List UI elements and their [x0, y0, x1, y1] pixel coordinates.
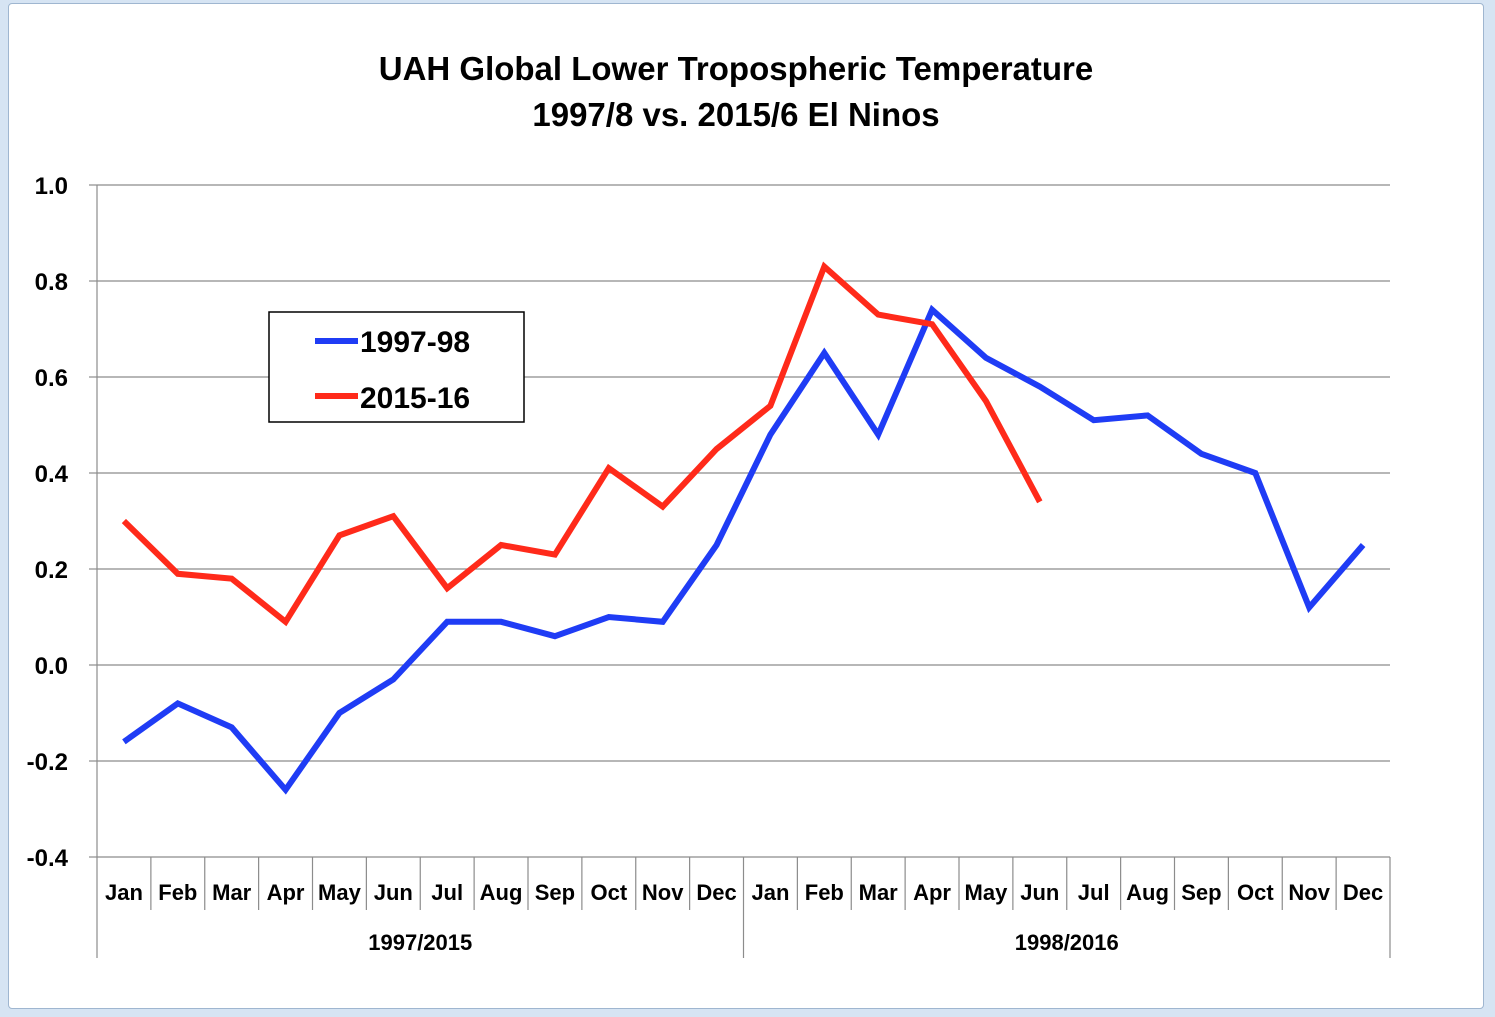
x-tick-label: May	[965, 880, 1009, 905]
x-tick-label: Feb	[805, 880, 844, 905]
y-tick-label: -0.4	[27, 845, 69, 872]
y-tick-label: 0.6	[35, 365, 68, 392]
x-tick-label: Jul	[1078, 880, 1110, 905]
chart-title-line-1: UAH Global Lower Tropospheric Temperatur…	[379, 50, 1094, 87]
x-tick-label: Oct	[1237, 880, 1274, 905]
x-tick-label: Apr	[267, 880, 305, 905]
x-tick-label: Dec	[1343, 880, 1383, 905]
x-tick-label: Feb	[158, 880, 197, 905]
x-tick-label: Jun	[1020, 880, 1059, 905]
x-tick-label: Dec	[696, 880, 736, 905]
series-lines	[121, 261, 1366, 795]
y-tick-label: 0.2	[35, 557, 68, 584]
x-tick-label: Jan	[751, 880, 789, 905]
x-tick-label: May	[318, 880, 362, 905]
y-tick-label: 0.4	[35, 461, 69, 488]
x-axis: Jan Feb Mar Apr May Jun Jul Aug Sep Oct Nov Dec Jan F…	[105, 857, 1391, 958]
x-tick-label: Aug	[1126, 880, 1169, 905]
y-tick-label: 0.0	[35, 653, 68, 680]
legend-label-2015-16: 2015-16	[360, 382, 470, 415]
x-group-label: 1997/2015	[368, 930, 472, 955]
series-line-1997-98	[122, 304, 1366, 795]
x-tick-label: Jan	[105, 880, 143, 905]
legend-label-1997-98: 1997-98	[360, 326, 470, 359]
x-tick-label: Mar	[212, 880, 252, 905]
x-tick-label: Aug	[480, 880, 523, 905]
x-tick-label: Mar	[859, 880, 899, 905]
x-tick-label: Oct	[590, 880, 627, 905]
y-tick-label: 0.8	[35, 269, 68, 296]
y-tick-label: -0.2	[27, 749, 68, 776]
x-tick-label: Nov	[642, 880, 684, 905]
legend-box	[268, 311, 525, 423]
x-tick-label: Nov	[1288, 880, 1330, 905]
x-tick-label: Apr	[913, 880, 951, 905]
series-line-2015-16	[121, 261, 1043, 627]
chart-title-line-2: 1997/8 vs. 2015/6 El Ninos	[532, 96, 939, 133]
y-axis: 1.0 0.8 0.6 0.4 0.2 0.0 -0.2 -0.4	[27, 173, 98, 958]
x-tick-label: Jul	[431, 880, 463, 905]
x-group-label: 1998/2016	[1015, 930, 1119, 955]
x-tick-label: Sep	[535, 880, 575, 905]
legend: 1997-98 2015-16	[268, 311, 525, 423]
x-tick-label: Jun	[374, 880, 413, 905]
gridlines	[97, 184, 1390, 858]
chart-frame	[8, 3, 1484, 1009]
y-tick-label: 1.0	[35, 173, 68, 200]
x-tick-label: Sep	[1181, 880, 1221, 905]
